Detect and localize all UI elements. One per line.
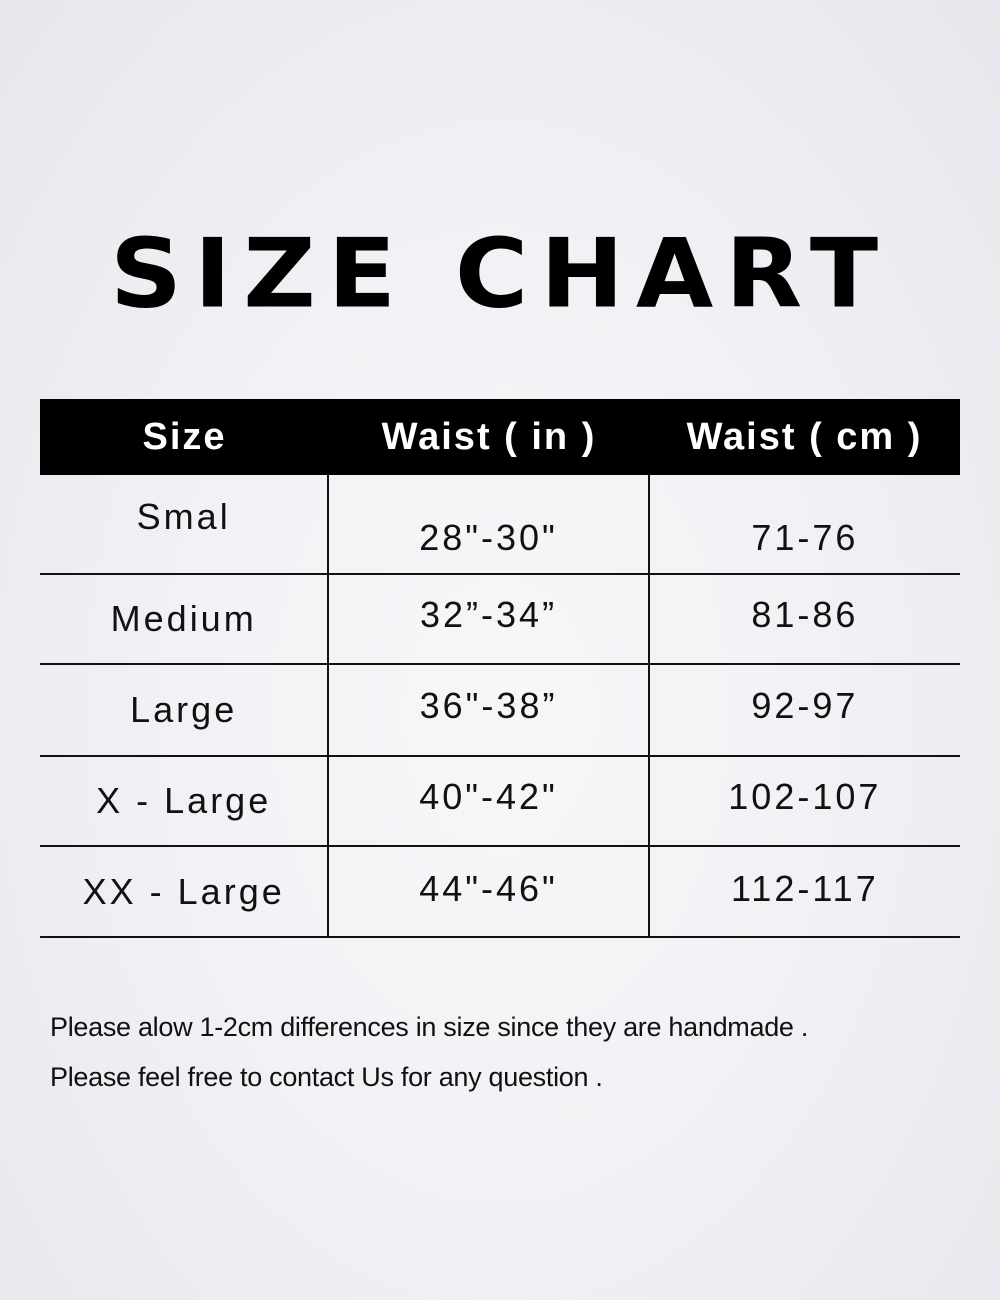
table-row: Large 36"-38” 92-97 xyxy=(40,665,960,757)
header-size: Size xyxy=(142,415,227,458)
note-contact: Please feel free to contact Us for any q… xyxy=(50,1062,603,1092)
cell-waist-in: 28"-30" xyxy=(329,475,650,573)
table-row: Medium 32”-34” 81-86 xyxy=(40,575,960,665)
cell-waist-cm: 71-76 xyxy=(751,517,859,558)
cell-size: XX - Large xyxy=(40,847,330,936)
header-waist-cm: Waist ( cm ) xyxy=(686,415,923,458)
notes: Please alow 1-2cm differences in size si… xyxy=(50,1002,808,1102)
cell-waist-in: 36"-38” xyxy=(329,665,650,755)
cell-size: Smal xyxy=(40,475,330,573)
cell-waist-cm: 112-117 xyxy=(730,867,879,909)
note-handmade: Please alow 1-2cm differences in size si… xyxy=(50,1012,809,1042)
table-header: Size Waist ( in ) Waist ( cm ) xyxy=(40,399,960,475)
cell-waist-in: 40"-42" xyxy=(329,757,650,845)
cell-waist-cm: 92-97 xyxy=(751,685,859,726)
header-waist-in: Waist ( in ) xyxy=(381,415,597,458)
cell-waist-cm: 81-86 xyxy=(751,594,859,635)
cell-waist-in: 32”-34” xyxy=(329,575,650,663)
cell-size: Medium xyxy=(40,575,330,663)
table-row: X - Large 40"-42" 102-107 xyxy=(40,757,960,847)
table-row: XX - Large 44"-46" 112-117 xyxy=(40,847,960,938)
cell-size: X - Large xyxy=(40,757,330,845)
cell-size: Large xyxy=(40,665,330,755)
size-table: Size Waist ( in ) Waist ( cm ) Smal 28"-… xyxy=(40,399,960,938)
cell-waist-cm: 102-107 xyxy=(728,776,882,817)
table-row: Smal 28"-30" 71-76 xyxy=(40,475,960,575)
page-title: SIZE CHART xyxy=(109,217,891,330)
cell-waist-in: 44"-46" xyxy=(329,847,650,936)
